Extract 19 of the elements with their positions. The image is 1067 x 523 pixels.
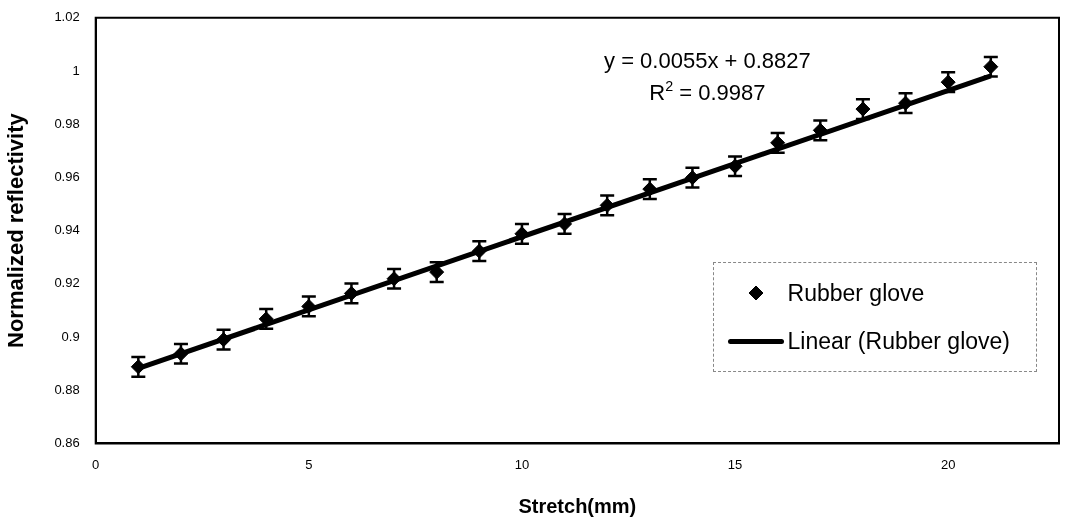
x-tick-label: 0 bbox=[92, 456, 100, 472]
x-axis-title: Stretch(mm) bbox=[518, 494, 637, 517]
y-tick-label: 0.92 bbox=[54, 275, 80, 291]
y-tick-label: 1 bbox=[72, 62, 80, 78]
x-tick-label: 5 bbox=[305, 456, 313, 472]
y-axis-title: Normalized reflectivity bbox=[3, 112, 29, 348]
y-tick-label: 0.94 bbox=[54, 222, 80, 238]
x-tick-label: 10 bbox=[514, 456, 530, 472]
x-tick-label: 20 bbox=[940, 456, 956, 472]
y-tick-label: 1.02 bbox=[54, 9, 80, 25]
legend-label: Rubber glove bbox=[787, 279, 925, 307]
legend-label: Linear (Rubber glove) bbox=[787, 327, 1010, 355]
y-tick-label: 0.96 bbox=[54, 168, 80, 184]
x-tick-label: 15 bbox=[727, 456, 743, 472]
y-tick-label: 0.88 bbox=[54, 381, 80, 397]
annotation: y = 0.0055x + 0.8827 bbox=[604, 47, 811, 73]
y-tick-label: 0.98 bbox=[54, 115, 80, 131]
y-tick-label: 0.9 bbox=[61, 328, 80, 344]
y-tick-label: 0.86 bbox=[54, 434, 80, 450]
